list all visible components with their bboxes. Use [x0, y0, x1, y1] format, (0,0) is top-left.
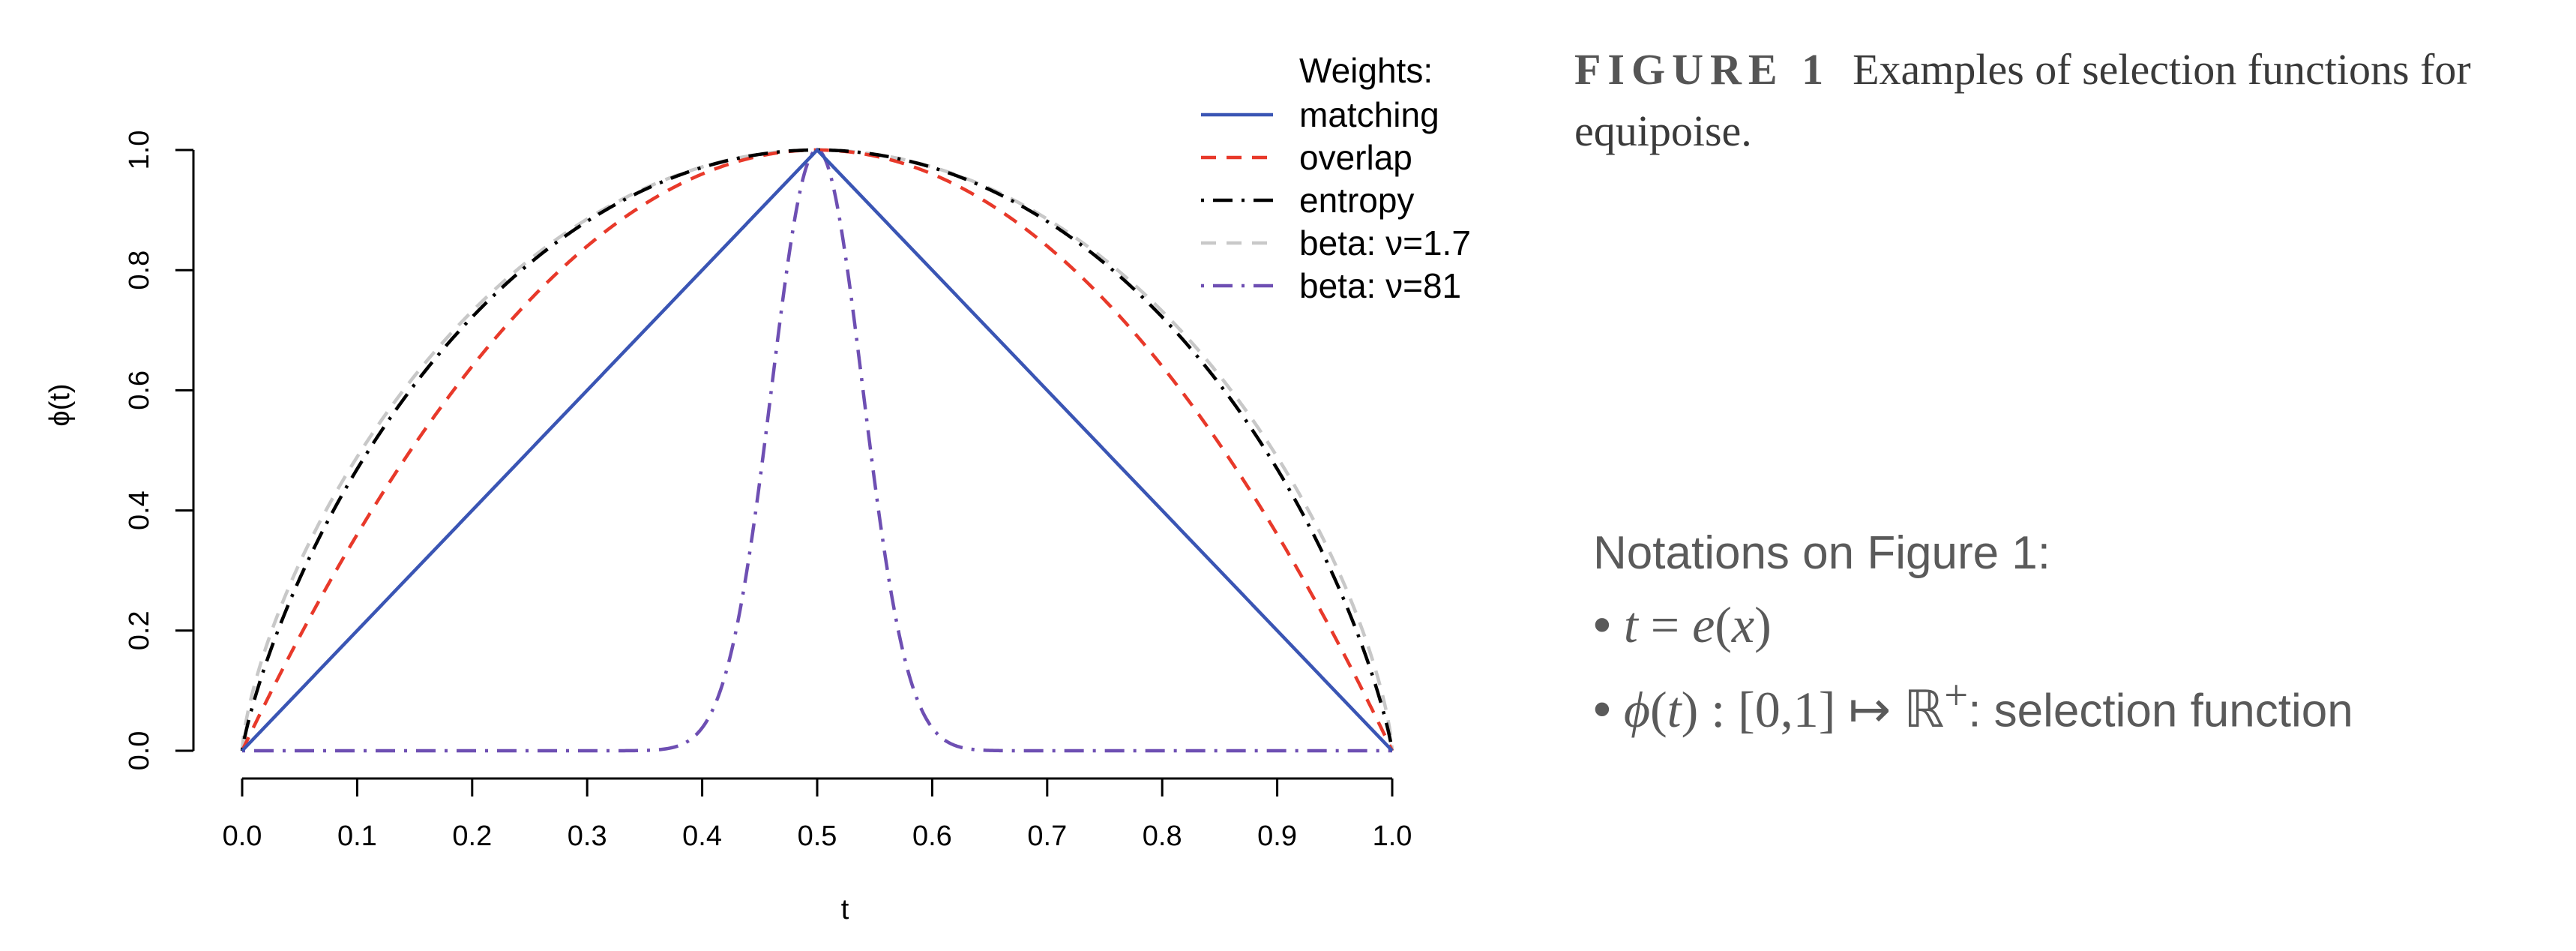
y-axis-label: ϕ(t) [44, 383, 76, 426]
legend-title: Weights: [1299, 51, 1433, 90]
legend-label: matching [1299, 95, 1439, 134]
x-tick-label: 0.7 [1027, 820, 1067, 852]
figure-caption-text: Examples of selection functions for equi… [1574, 45, 2471, 155]
legend-label: entropy [1299, 181, 1414, 220]
x-tick-label: 0.2 [452, 820, 492, 852]
bullet-icon: • [1593, 680, 1611, 738]
legend-label: beta: ν=1.7 [1299, 224, 1471, 262]
y-tick-label: 0.8 [124, 250, 155, 290]
legend-label: overlap [1299, 138, 1412, 177]
notations-title: Notations on Figure 1: [1593, 527, 2051, 579]
x-tick-label: 0.3 [568, 820, 607, 852]
chart-legend: Weights: matching overlap entropy beta: ν=1… [1201, 51, 1471, 305]
series-line-beta-1-7 [240, 148, 1394, 752]
x-tick-label: 0.6 [912, 820, 952, 852]
x-tick-label: 0.9 [1257, 820, 1297, 852]
series-line-entropy [240, 148, 1394, 752]
series-line-beta-81 [242, 148, 1392, 753]
figure-caption-label: FIGURE 1 [1574, 45, 1831, 94]
bullet-icon: • [1593, 596, 1611, 653]
y-tick-label: 0.2 [124, 610, 155, 650]
x-tick-label: 0.8 [1143, 820, 1182, 852]
notation-line-t: • t = e(x) [1593, 590, 2560, 660]
y-tick-label: 0.4 [124, 490, 155, 530]
notation-phi-description: : selection function [1968, 685, 2353, 737]
y-tick-label: 0.6 [124, 370, 155, 410]
figure-caption: FIGURE 1 Examples of selection functions … [1574, 39, 2549, 162]
notations-panel: Notations on Figure 1: • t = e(x) • ϕ(t)… [1593, 518, 2560, 747]
x-tick-group: 0.0 0.1 0.2 0.3 0.4 0.5 0.6 0.7 0.8 0.9 1.0 [223, 778, 1412, 852]
series-line-overlap [240, 148, 1394, 752]
notation-phi-definition: ϕ(t) : [0,1] ↦ ℝ+ [1623, 672, 1969, 738]
x-tick-label: 0.4 [682, 820, 722, 852]
plot-curves [240, 147, 1394, 753]
x-tick-label: 1.0 [1373, 820, 1412, 852]
y-tick-label: 0.0 [124, 731, 155, 771]
legend-label: beta: ν=81 [1299, 266, 1461, 305]
series-line-matching [241, 147, 1394, 752]
notation-t-definition: t = e(x) [1623, 596, 1772, 653]
x-tick-label: 0.0 [223, 820, 262, 852]
x-tick-label: 0.5 [798, 820, 837, 852]
y-tick-label: 1.0 [124, 130, 155, 170]
x-tick-label: 0.1 [337, 820, 377, 852]
x-axis-label: t [841, 894, 849, 926]
notation-line-phi: • ϕ(t) : [0,1] ↦ ℝ+: selection function [1593, 660, 2560, 747]
y-tick-group: 0.0 0.2 0.4 0.6 0.8 1.0 [124, 130, 193, 771]
